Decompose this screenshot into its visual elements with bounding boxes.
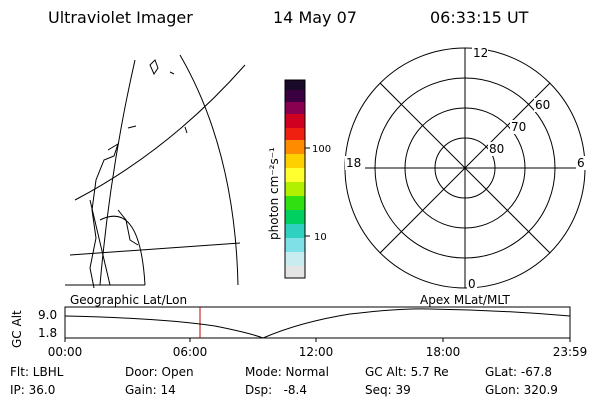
y-tick-label: 1.8 xyxy=(38,326,57,340)
lat-label: 80 xyxy=(489,142,504,156)
mlt-label: 18 xyxy=(346,156,361,170)
x-tick-label: 23:59 xyxy=(553,345,588,359)
lat-label: 60 xyxy=(535,98,550,112)
mlt-label: 0 xyxy=(468,277,476,291)
colorbar-label: photon cm⁻²s⁻¹ xyxy=(267,147,281,240)
x-tick-label: 18:00 xyxy=(426,345,461,359)
mlt-label: 6 xyxy=(577,156,585,170)
footer-item: Flt: LBHL xyxy=(10,365,64,379)
coastline xyxy=(89,59,188,289)
x-tick-label: 06:00 xyxy=(173,345,208,359)
timeline-box xyxy=(64,306,571,339)
timeline-title: Apex MLat/MLT xyxy=(420,293,510,307)
footer-item: GC Alt: 5.7 Re xyxy=(365,365,449,379)
mlt-label: 12 xyxy=(473,46,488,60)
footer-item: GLon: 320.9 xyxy=(485,383,558,397)
lat-label: 70 xyxy=(511,120,526,134)
colorbar xyxy=(284,79,310,279)
y-axis-label: GC Alt xyxy=(10,310,24,348)
colorbar-tick: 10 xyxy=(314,232,327,243)
footer-item: Mode: Normal xyxy=(245,365,329,379)
footer-item: Gain: 14 xyxy=(125,383,176,397)
timeline-title: Geographic Lat/Lon xyxy=(70,293,187,307)
footer-item: Seq: 39 xyxy=(365,383,411,397)
gc-alt-curve xyxy=(64,308,571,339)
x-tick-label: 12:00 xyxy=(299,345,334,359)
x-tick-label: 00:00 xyxy=(48,345,83,359)
footer-item: GLat: -67.8 xyxy=(485,365,552,379)
y-tick-label: 9.0 xyxy=(38,308,57,322)
x-ticks xyxy=(64,338,571,342)
colorbar-tick: 100 xyxy=(312,144,331,155)
footer-item: IP: 36.0 xyxy=(10,383,55,397)
footer: Flt: LBHL IP: 36.0 Door: Open Gain: 14 M… xyxy=(10,365,558,397)
footer-item: Dsp: -8.4 xyxy=(245,383,307,397)
instrument: Ultraviolet Imager xyxy=(48,8,193,27)
time: 06:33:15 UT xyxy=(430,8,529,27)
map-grid xyxy=(65,54,246,286)
date: 14 May 07 xyxy=(273,8,357,27)
polar-grid xyxy=(344,47,586,289)
footer-item: Door: Open xyxy=(125,365,194,379)
